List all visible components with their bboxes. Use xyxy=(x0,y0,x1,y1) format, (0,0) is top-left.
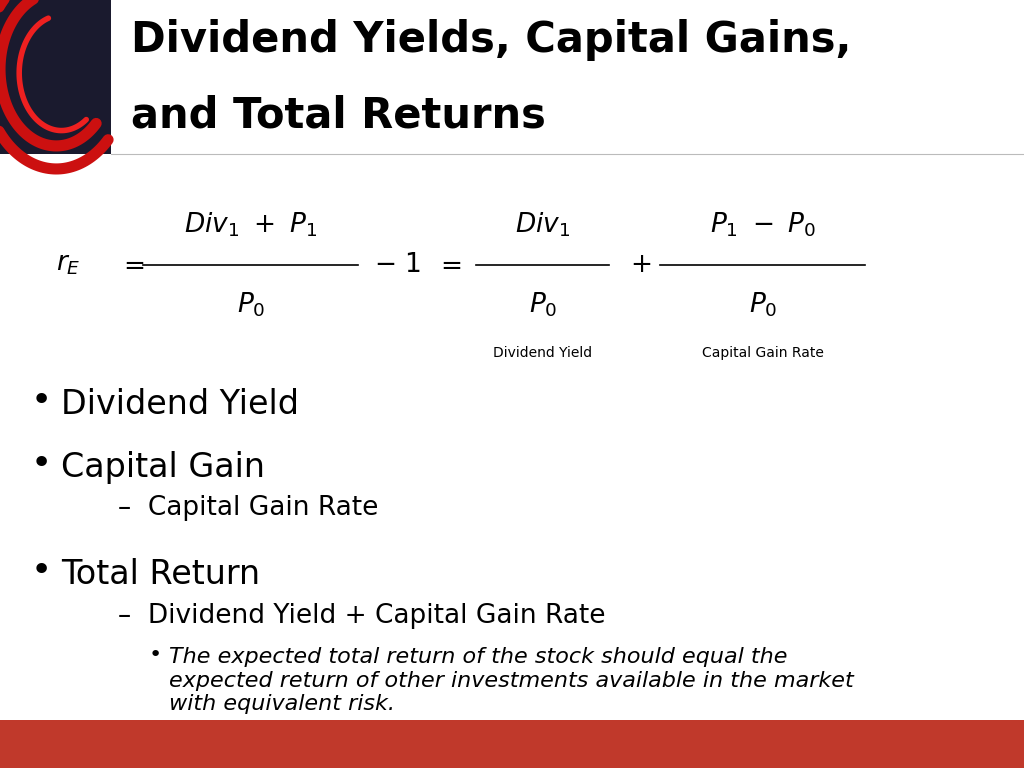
Text: and Total Returns: and Total Returns xyxy=(131,94,546,137)
Text: $P_0$: $P_0$ xyxy=(528,290,557,319)
Text: 9-6: 9-6 xyxy=(985,737,1009,752)
Text: $P_0$: $P_0$ xyxy=(749,290,777,319)
Text: $=$: $=$ xyxy=(435,253,462,277)
Text: $P_1\ -\ P_0$: $P_1\ -\ P_0$ xyxy=(710,210,816,240)
Bar xyxy=(0,0,111,154)
Text: Dividend Yield: Dividend Yield xyxy=(61,388,299,421)
Text: $-\ 1$: $-\ 1$ xyxy=(374,253,421,277)
Text: $+$: $+$ xyxy=(630,253,651,277)
Text: •: • xyxy=(31,554,52,588)
Text: $Div_1$: $Div_1$ xyxy=(515,210,570,240)
Text: $r_E$: $r_E$ xyxy=(56,253,81,277)
Bar xyxy=(0,720,1024,768)
Text: –  Dividend Yield + Capital Gain Rate: – Dividend Yield + Capital Gain Rate xyxy=(118,603,605,629)
Text: Capital Gain: Capital Gain xyxy=(61,451,265,484)
Text: •: • xyxy=(31,384,52,418)
Text: $=$: $=$ xyxy=(118,253,144,277)
Text: $Div_1\ +\ P_1$: $Div_1\ +\ P_1$ xyxy=(184,210,317,240)
Text: •: • xyxy=(31,447,52,481)
Text: Total Return: Total Return xyxy=(61,558,260,591)
Bar xyxy=(111,0,1024,154)
Text: –  Capital Gain Rate: – Capital Gain Rate xyxy=(118,495,378,521)
Text: $P_0$: $P_0$ xyxy=(237,290,265,319)
Text: Capital Gain Rate: Capital Gain Rate xyxy=(701,346,824,359)
Text: Dividend Yield: Dividend Yield xyxy=(494,346,592,359)
Text: Copyright ©2014 Pearson Education, Inc.  All rights reserved.: Copyright ©2014 Pearson Education, Inc. … xyxy=(15,737,468,752)
Text: •: • xyxy=(148,645,162,665)
Text: The expected total return of the stock should equal the
expected return of other: The expected total return of the stock s… xyxy=(169,647,854,713)
Text: Dividend Yields, Capital Gains,: Dividend Yields, Capital Gains, xyxy=(131,19,851,61)
